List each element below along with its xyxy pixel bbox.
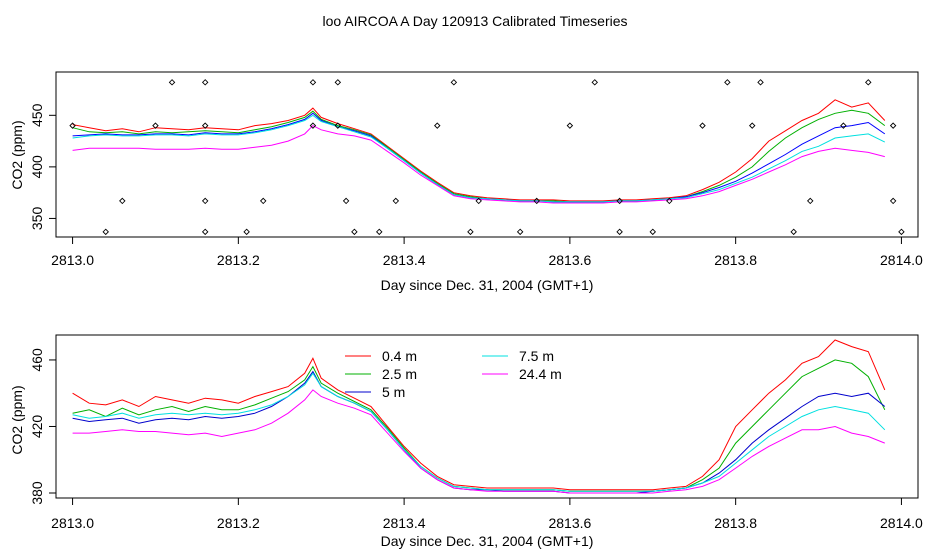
top-plot-frame (55, 71, 919, 238)
bottom-ytick-label: 420 (29, 415, 45, 439)
bottom-series-line-0 (72, 339, 886, 491)
top-marker-point (201, 197, 209, 205)
bottom-plot-frame (55, 334, 919, 499)
top-markers-group (69, 79, 905, 236)
top-marker-point (757, 79, 764, 86)
top-marker-point (69, 122, 76, 129)
top-ytick-label: 450 (29, 103, 45, 127)
top-yaxis: 350 400 450 (29, 103, 56, 230)
top-xtick-label: 2813.4 (383, 252, 426, 268)
top-marker-point (334, 79, 342, 86)
top-marker-point (889, 197, 897, 205)
top-ytick-label: 350 (29, 207, 45, 231)
bottom-xlabel: Day since Dec. 31, 2004 (GMT+1) (381, 533, 594, 549)
top-marker-point (616, 197, 623, 205)
bottom-xtick-label: 2813.6 (548, 515, 591, 531)
top-series-group (72, 99, 886, 204)
bottom-series-line-2 (72, 370, 886, 494)
bottom-xtick-label: 2813.4 (383, 515, 426, 531)
top-marker-point (152, 122, 159, 129)
top-marker-point (699, 122, 706, 129)
top-marker-point (807, 197, 814, 205)
top-ylabel: CO2 (ppm) (9, 120, 25, 189)
top-marker-point (434, 122, 441, 129)
top-marker-point (724, 79, 731, 86)
top-marker-point (201, 122, 209, 129)
top-marker-point (376, 228, 383, 236)
top-marker-point (334, 122, 342, 129)
top-marker-point (168, 79, 176, 86)
bottom-series-line-1 (72, 359, 886, 492)
bottom-series-group (72, 339, 886, 494)
top-marker-point (342, 197, 350, 205)
legend-label: 0.4 m (382, 348, 417, 364)
top-series-line-0 (72, 99, 886, 202)
top-marker-point (666, 197, 673, 205)
bottom-series-line-3 (72, 372, 886, 492)
top-xaxis: 2813.0 2813.2 2813.4 2813.6 2813.8 2814.0 (51, 237, 923, 268)
legend-label: 7.5 m (519, 348, 554, 364)
bottom-xtick-label: 2813.8 (714, 515, 757, 531)
top-marker-point (351, 228, 358, 236)
legend-label: 2.5 m (382, 366, 417, 382)
top-marker-point (201, 228, 209, 236)
top-marker-point (566, 122, 574, 129)
bottom-series-line-4 (72, 389, 885, 494)
bottom-ylabel: CO2 (ppm) (9, 385, 25, 454)
bottom-xtick-label: 2813.2 (217, 515, 260, 531)
top-marker-point (591, 79, 598, 86)
top-marker-point (201, 79, 209, 86)
bottom-xtick-label: 2813.0 (51, 515, 94, 531)
bottom-ytick-label: 460 (29, 348, 45, 372)
top-xtick-label: 2814.0 (880, 252, 923, 268)
legend-label: 24.4 m (519, 366, 562, 382)
legend-label: 5 m (382, 384, 405, 400)
top-marker-point (392, 197, 400, 205)
top-series-line-1 (72, 109, 886, 203)
top-marker-point (889, 122, 897, 129)
legend: 0.4 m 2.5 m 5 m 7.5 m 24.4 m (345, 348, 562, 400)
bottom-xtick-label: 2814.0 (880, 515, 923, 531)
top-marker-point (450, 79, 458, 86)
top-series-line-4 (72, 124, 885, 204)
top-marker-point (748, 122, 756, 129)
bottom-ytick-label: 380 (29, 481, 45, 505)
top-xtick-label: 2813.2 (217, 252, 260, 268)
bottom-yaxis: 380 420 460 (29, 348, 56, 505)
top-marker-point (516, 228, 524, 236)
top-marker-point (533, 197, 540, 205)
top-xtick-label: 2813.8 (714, 252, 757, 268)
figure-title: loo AIRCOA A Day 120913 Calibrated Times… (322, 13, 627, 29)
top-marker-point (309, 122, 317, 129)
top-marker-point (102, 228, 109, 236)
top-marker-point (790, 228, 797, 236)
bottom-panel: CO2 (ppm) Day since Dec. 31, 2004 (GMT+1… (9, 334, 923, 549)
bottom-xaxis: 2813.0 2813.2 2813.4 2813.6 2813.8 2814.0 (51, 498, 923, 531)
top-marker-point (467, 228, 474, 236)
top-xlabel: Day since Dec. 31, 2004 (GMT+1) (381, 277, 594, 293)
top-marker-point (243, 228, 250, 236)
top-series-line-3 (72, 114, 886, 203)
top-marker-point (898, 228, 905, 236)
top-marker-point (616, 228, 623, 236)
top-panel: CO2 (ppm) Day since Dec. 31, 2004 (GMT+1… (9, 71, 923, 293)
top-marker-point (475, 197, 482, 205)
top-marker-point (840, 122, 847, 129)
top-xtick-label: 2813.6 (548, 252, 591, 268)
top-marker-point (119, 197, 126, 205)
top-marker-point (865, 79, 872, 86)
top-xtick-label: 2813.0 (51, 252, 94, 268)
top-marker-point (259, 197, 267, 205)
top-marker-point (309, 79, 317, 86)
top-ytick-label: 400 (29, 155, 45, 179)
top-series-line-2 (72, 112, 886, 203)
top-marker-point (649, 228, 657, 236)
